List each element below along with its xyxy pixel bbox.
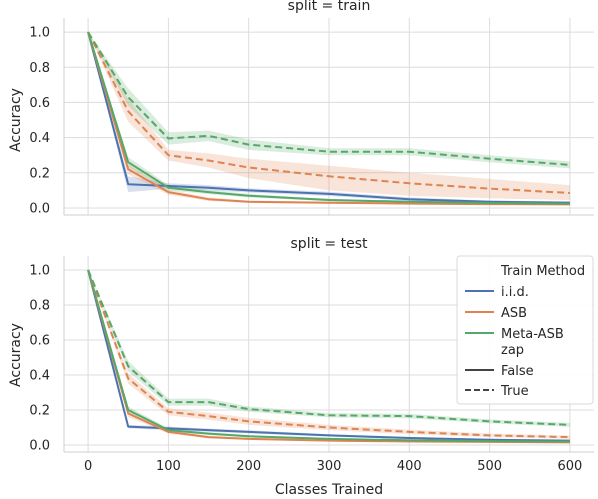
test-y-tick-label: 0.8: [29, 299, 50, 314]
train-plot-area: 0.0 0.2 0.4 0.6 0.8 1.0: [29, 18, 594, 216]
legend-label-false: False: [501, 364, 534, 379]
test-panel: 0.0 0.2 0.4 0.6 0.8 1.0 0 100 200 300 400 500 600 sp…: [8, 236, 594, 498]
test-plot-area: 0.0 0.2 0.4 0.6 0.8 1.0 0 100 200 300 400 500 600: [29, 256, 594, 474]
test-line-asb-true: [87, 269, 570, 439]
test-line-i-i-d-false: [87, 269, 570, 442]
test-panel-title: split = test: [291, 236, 368, 252]
legend-header-train-method: Train Method: [500, 264, 585, 279]
train-line-i-i-d-false: [87, 31, 570, 204]
test-x-tick-label: 0: [84, 459, 92, 474]
train-line-asb-false: [87, 31, 570, 206]
legend-frame: [456, 255, 594, 405]
test-x-tick-label: 200: [236, 459, 261, 474]
test-x-tick-label: 100: [156, 459, 181, 474]
legend: Train Method i.i.d. ASB Meta-ASB zap Fal…: [456, 255, 594, 405]
x-axis-label: Classes Trained: [275, 482, 383, 498]
train-y-tick-label: 0.4: [29, 131, 50, 146]
train-panel-title: split = train: [288, 0, 371, 14]
train-band-i-i-d-false: [88, 32, 570, 205]
train-y-tick-label: 0.8: [29, 61, 50, 76]
legend-label-iid: i.i.d.: [501, 285, 529, 300]
test-y-tick-label: 0.4: [29, 369, 50, 384]
test-y-tick-label: 0.2: [29, 404, 50, 419]
test-line-meta-asb-false: [87, 269, 570, 443]
train-y-tick-label: 0.2: [29, 166, 50, 181]
train-panel: 0.0 0.2 0.4 0.6 0.8 1.0 split = train Accurac…: [8, 0, 594, 216]
train-line-asb-true: [87, 31, 570, 194]
test-x-tick-label: 600: [557, 459, 582, 474]
train-line-meta-asb-true: [87, 31, 570, 166]
legend-label-meta-asb: Meta-ASB: [501, 327, 564, 342]
train-band-asb-true: [88, 32, 570, 200]
test-y-axis-label: Accuracy: [8, 323, 24, 387]
test-y-tick-label: 0.0: [29, 439, 50, 454]
legend-label-true: True: [500, 384, 529, 399]
train-band-meta-asb-true: [88, 32, 570, 169]
test-x-tick-label: 300: [317, 459, 342, 474]
test-y-tick-label: 0.6: [29, 334, 50, 349]
train-y-tick-label: 0.6: [29, 96, 50, 111]
train-y-tick-label: 1.0: [29, 26, 50, 41]
train-line-meta-asb-false: [87, 31, 570, 205]
train-y-axis-label: Accuracy: [8, 88, 24, 152]
test-y-tick-label: 1.0: [29, 264, 50, 279]
legend-header-zap: zap: [501, 343, 524, 358]
train-y-tick-label: 0.0: [29, 201, 50, 216]
legend-label-asb: ASB: [501, 306, 527, 321]
test-line-meta-asb-true: [87, 269, 570, 426]
test-x-tick-label: 500: [477, 459, 502, 474]
test-x-tick-label: 400: [397, 459, 422, 474]
